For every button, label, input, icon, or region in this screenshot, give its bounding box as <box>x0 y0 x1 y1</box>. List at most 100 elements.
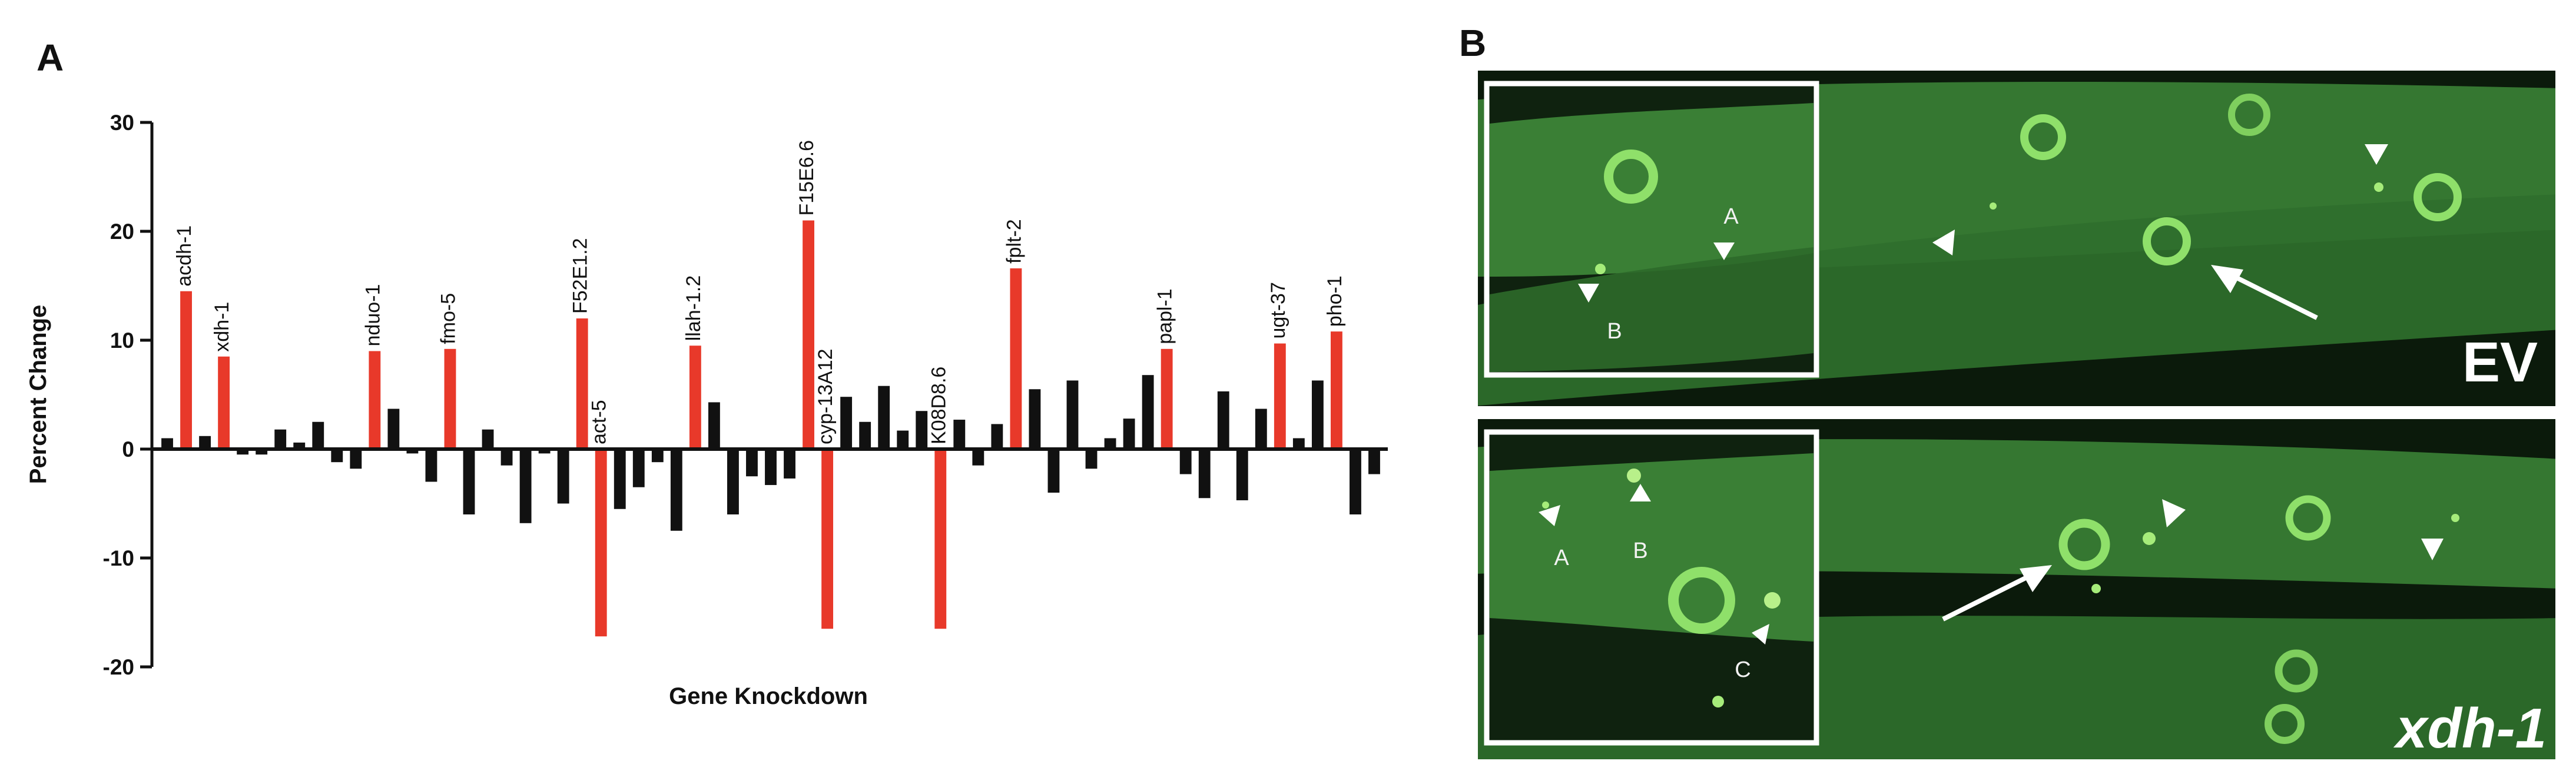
y-tick-label: -10 <box>103 546 134 570</box>
bar-highlighted <box>821 449 834 629</box>
bar <box>632 449 645 487</box>
bar <box>1311 380 1324 449</box>
condition-label-xdh1: xdh-1 <box>2393 697 2547 760</box>
bar <box>1179 449 1192 474</box>
y-tick-label: 0 <box>122 437 134 461</box>
micrograph-ev: EV A B <box>1478 71 2555 406</box>
bar-label: fplt-2 <box>1003 219 1025 264</box>
bar <box>406 449 419 454</box>
bar-highlighted <box>1274 343 1286 449</box>
bar-label: F15E6.6 <box>795 140 818 216</box>
bar <box>500 449 513 466</box>
bar <box>1350 449 1361 514</box>
bar <box>1236 449 1248 500</box>
bar <box>293 442 306 449</box>
bar-label: acdh-1 <box>173 225 195 287</box>
bar-label: nduo-1 <box>362 284 384 347</box>
bar <box>614 449 626 509</box>
bars <box>161 220 1380 637</box>
bar-label: fmo-5 <box>437 293 459 344</box>
bar <box>331 449 343 463</box>
bar <box>859 421 871 449</box>
y-tick-label: 30 <box>110 111 134 135</box>
bar <box>312 421 324 449</box>
bar <box>274 429 287 449</box>
bar-highlighted <box>180 291 192 449</box>
bar-highlighted <box>444 348 456 449</box>
bar <box>953 420 966 449</box>
bar-label: K08D8.6 <box>927 367 950 444</box>
bar-highlighted <box>1161 348 1173 449</box>
y-tick-label: 20 <box>110 220 134 244</box>
bar-label: F52E1.2 <box>569 238 592 314</box>
bar <box>256 449 268 455</box>
bar <box>840 397 853 449</box>
bar <box>784 449 795 479</box>
y-tick-label: -20 <box>103 655 134 679</box>
bar <box>350 449 362 469</box>
inset-xdh1-label-b: B <box>1633 539 1647 563</box>
bar <box>1123 418 1135 449</box>
inset-xdh1-label-c: C <box>1735 657 1751 682</box>
bar <box>1142 375 1154 449</box>
bar-label: xdh-1 <box>211 302 233 352</box>
panel-b-letter: B <box>1459 22 1486 64</box>
bar <box>1198 449 1211 499</box>
bar-highlighted <box>803 220 814 449</box>
bar <box>387 408 400 449</box>
bar-highlighted <box>1330 331 1342 449</box>
inset-xdh1-label-a: A <box>1554 546 1569 570</box>
x-axis-title: Gene Knockdown <box>669 683 868 709</box>
bar <box>916 411 928 449</box>
y-tick-label: 10 <box>110 328 134 353</box>
bar-highlighted <box>689 346 701 449</box>
bar <box>972 449 984 466</box>
bar <box>708 402 720 449</box>
bar-chart: -20 -10 0 10 20 30 acdh-1 xdh-1 nduo-1 fmo-5 F52E… <box>25 111 1388 709</box>
bar-highlighted <box>1010 268 1022 449</box>
bar <box>727 449 739 514</box>
bar <box>765 449 777 486</box>
bar-highlighted <box>934 449 947 629</box>
bar <box>538 449 551 454</box>
bar <box>199 436 211 449</box>
panel-a-letter: A <box>37 36 64 79</box>
bar <box>1217 391 1229 449</box>
micrograph-xdh1: xdh-1 A B C <box>1478 419 2555 760</box>
y-axis-title: Percent Change <box>25 305 51 484</box>
bar <box>1029 389 1041 449</box>
bar <box>1292 438 1305 449</box>
bar <box>1104 438 1116 449</box>
bar <box>425 449 437 482</box>
bar <box>237 449 249 455</box>
bar <box>1255 408 1267 449</box>
y-axis: -20 -10 0 10 20 30 <box>103 111 152 679</box>
bar-label: llah-1.2 <box>682 275 705 341</box>
bar-highlighted <box>576 318 588 449</box>
bar <box>651 449 664 463</box>
bar-label: papl-1 <box>1154 288 1176 344</box>
bar-label: pho-1 <box>1324 275 1346 327</box>
bar <box>519 449 532 523</box>
inset-ev-label-a: A <box>1723 204 1739 229</box>
bar <box>161 438 173 449</box>
bar <box>991 424 1003 449</box>
bar-highlighted <box>595 449 607 637</box>
bar <box>1047 449 1060 493</box>
bar <box>878 386 890 449</box>
condition-label-ev: EV <box>2462 331 2538 394</box>
bar <box>463 449 475 514</box>
bar-label: act-5 <box>588 400 611 444</box>
bar <box>482 429 494 449</box>
bar <box>557 449 569 504</box>
bar-label: ugt-37 <box>1267 282 1289 338</box>
bar-highlighted <box>218 356 230 449</box>
bar <box>1368 449 1380 474</box>
bar-highlighted <box>369 351 381 449</box>
bar <box>1085 449 1098 469</box>
inset-ev-label-b: B <box>1607 319 1622 344</box>
bar <box>897 430 909 449</box>
bar-labels: acdh-1 xdh-1 nduo-1 fmo-5 F52E1.2 act-5 llah-1… <box>173 140 1346 444</box>
bar <box>1066 380 1079 449</box>
